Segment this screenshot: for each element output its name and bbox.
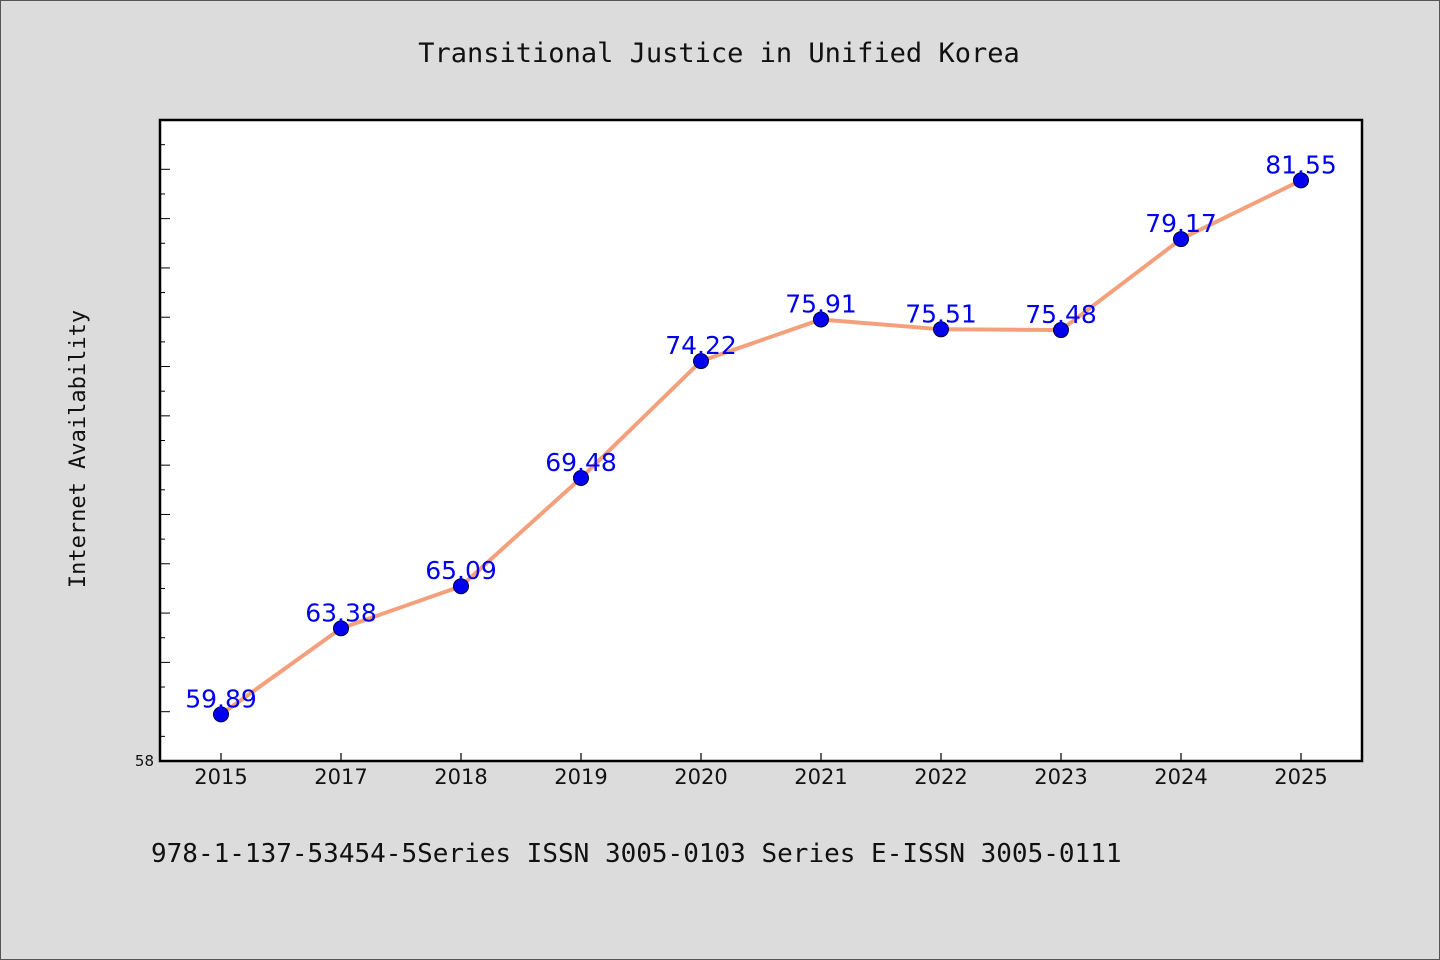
- data-label: 63.38: [305, 598, 377, 627]
- x-tick-label: 2019: [554, 765, 607, 789]
- data-point: [813, 311, 829, 328]
- data-point: [1293, 172, 1309, 189]
- data-point: [453, 578, 469, 595]
- footer-text: 978-1-137-53454-5Series ISSN 3005-0103 S…: [151, 839, 1122, 869]
- data-point: [933, 321, 949, 338]
- x-tick-label: 2023: [1034, 765, 1087, 789]
- y-axis-ticks: 58: [135, 144, 170, 770]
- x-tick-label: 2020: [674, 765, 727, 789]
- x-tick-label: 2017: [314, 765, 367, 789]
- data-label: 81.55: [1265, 150, 1337, 179]
- series-line: [219, 178, 1303, 717]
- data-label: 75.51: [905, 299, 977, 328]
- data-label: 79.17: [1145, 209, 1217, 238]
- data-point: [333, 620, 349, 637]
- data-point: [693, 353, 709, 370]
- x-tick-label: 2025: [1274, 765, 1327, 789]
- x-tick-label: 2022: [914, 765, 967, 789]
- x-tick-label: 2021: [794, 765, 847, 789]
- plot-area: [158, 118, 1364, 763]
- y-tick-label: 58: [135, 752, 154, 770]
- data-label: 75.91: [785, 289, 857, 318]
- x-tick-label: 2018: [434, 765, 487, 789]
- data-point: [1053, 322, 1069, 339]
- x-axis-ticks: 2015 2017 2018 2019 2020 2021 2022 2023 2024 2025: [194, 753, 1328, 789]
- x-tick-label: 2015: [194, 765, 247, 789]
- data-point: [213, 706, 229, 723]
- data-label: 59.89: [185, 684, 257, 713]
- data-label: 69.48: [545, 448, 617, 477]
- data-label: 74.22: [665, 331, 737, 360]
- chart-title: Transitional Justice in Unified Korea: [418, 38, 1019, 69]
- data-point: [1173, 231, 1189, 248]
- data-label: 65.09: [425, 556, 497, 585]
- series-layer: 59.89 63.38 65.09 69.48 74.22 75.91 75.51 75.48…: [185, 150, 1337, 723]
- x-tick-label: 2024: [1154, 765, 1207, 789]
- y-axis-label: Internet Availability: [66, 310, 91, 588]
- data-label: 75.48: [1025, 300, 1097, 329]
- data-point: [573, 469, 589, 486]
